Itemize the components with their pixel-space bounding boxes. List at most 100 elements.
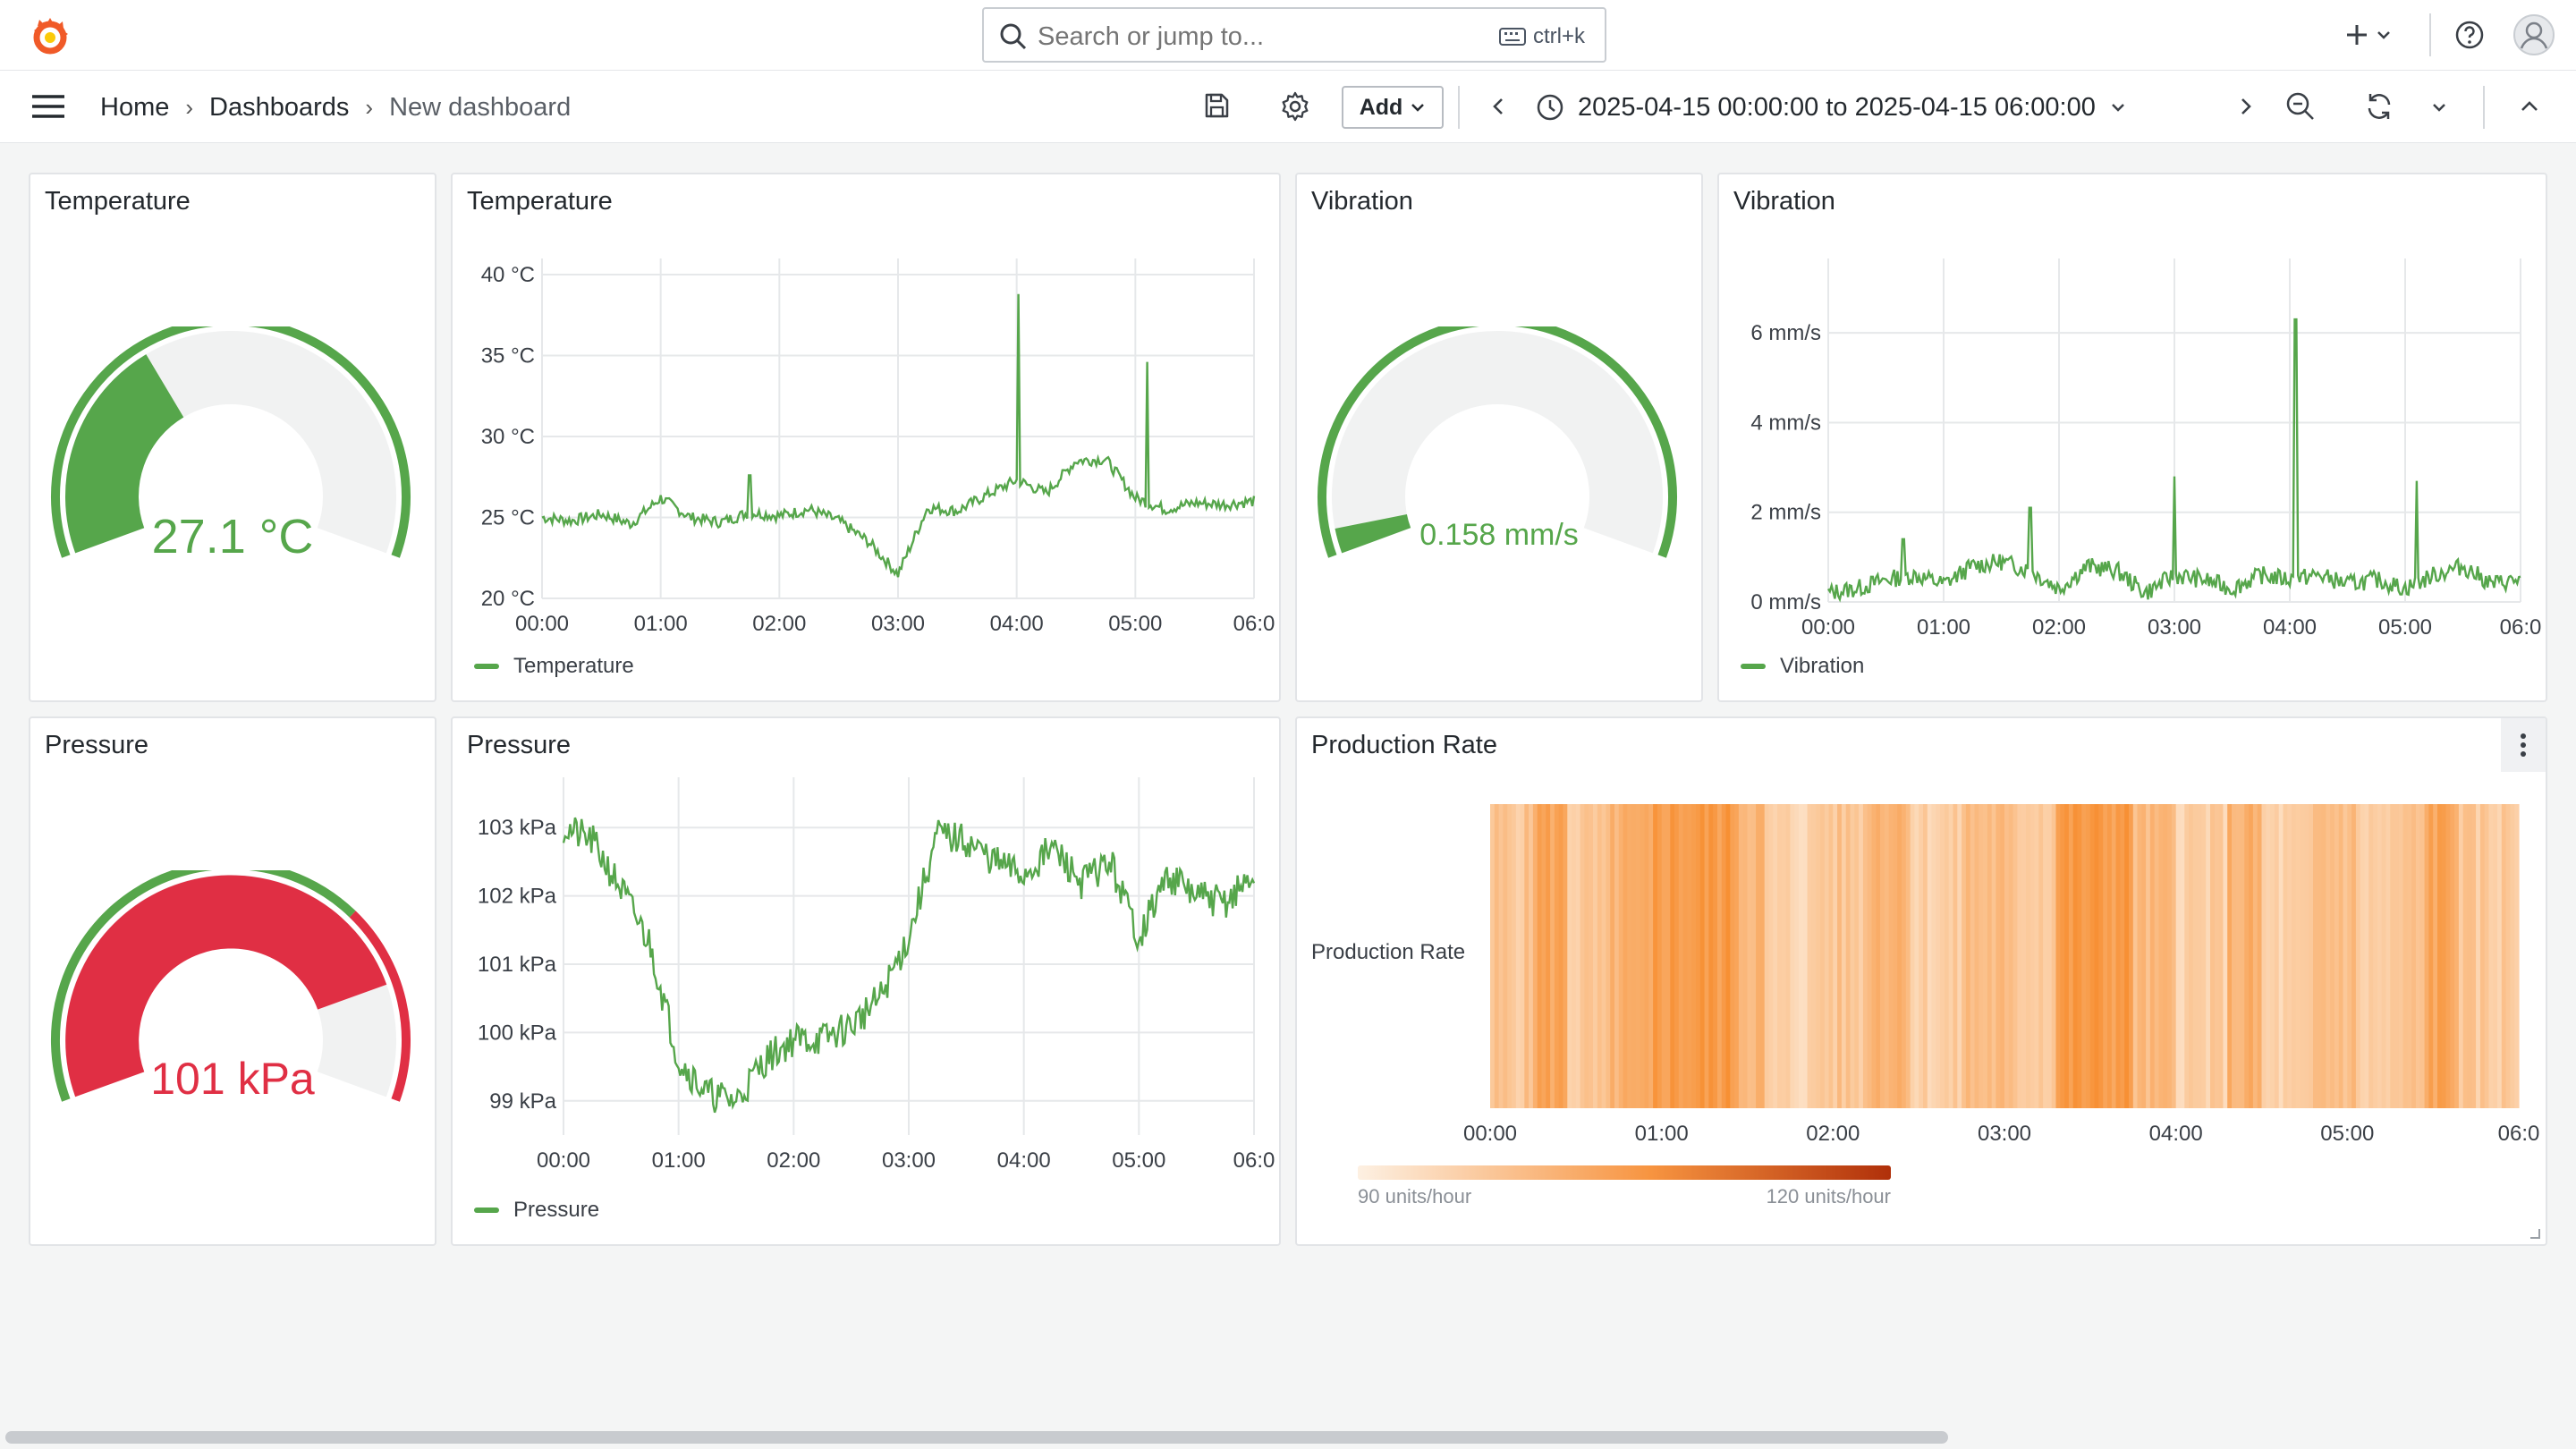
settings-gear-icon[interactable]	[1279, 90, 1311, 123]
heatmap-cell	[2051, 804, 2057, 1108]
chevron-right-icon: ›	[365, 93, 374, 121]
heatmap-cell	[2107, 804, 2113, 1108]
menu-icon[interactable]	[30, 92, 66, 121]
heatmap-cell	[2043, 804, 2048, 1108]
legend[interactable]: Pressure	[474, 1198, 599, 1223]
heatmap-cell	[1850, 804, 1855, 1108]
y-tick-label: 103 kPa	[478, 816, 557, 840]
temperature-timeseries-panel[interactable]: Temperature 20 °C 25 °C 30 °C 35 °C 40 °C 00:…	[451, 173, 1281, 702]
grafana-logo-icon[interactable]	[27, 13, 73, 59]
heatmap-cell	[1983, 804, 1988, 1108]
vibration-gauge-panel[interactable]: Vibration 0.158 mm/s	[1295, 173, 1703, 702]
heatmap-cell	[2184, 804, 2190, 1108]
heatmap-cell	[2201, 804, 2207, 1108]
keyboard-icon	[1499, 28, 1526, 46]
heatmap-cell	[2326, 804, 2331, 1108]
heatmap-cell	[1614, 804, 1620, 1108]
heatmap-cell	[1876, 804, 1881, 1108]
horizontal-scrollbar[interactable]	[5, 1431, 1948, 1444]
heatmap-cell	[2510, 804, 2515, 1108]
heatmap-cell	[1490, 804, 1496, 1108]
heatmap-cell	[2428, 804, 2434, 1108]
chevron-right-icon[interactable]	[2234, 96, 2256, 117]
heatmap-cell	[1572, 804, 1577, 1108]
color-scale-min: 90 units/hour	[1358, 1185, 1472, 1208]
heatmap-cell	[2072, 804, 2079, 1108]
heatmap-cell	[2462, 804, 2469, 1108]
vibration-timeseries-panel[interactable]: Vibration 0 mm/s 2 mm/s 4 mm/s 6 mm/s 00:00 0…	[1717, 173, 2547, 702]
heatmap-cell	[2223, 804, 2228, 1108]
panel-title: Temperature	[467, 187, 613, 216]
heatmap-cell	[1768, 804, 1774, 1108]
heatmap-cell	[2402, 804, 2408, 1108]
color-scale-max: 120 units/hour	[1766, 1185, 1891, 1208]
heatmap-cell	[2278, 804, 2284, 1108]
search-box[interactable]: ctrl+k	[982, 7, 1606, 63]
heatmap-cell	[1923, 804, 1928, 1108]
heatmap-cell	[2111, 804, 2117, 1108]
panel-menu-button[interactable]	[2501, 718, 2546, 772]
y-tick-label: 99 kPa	[489, 1089, 556, 1114]
x-tick-label: 00:00	[1463, 1122, 1517, 1146]
chevron-down-icon	[2377, 31, 2390, 39]
heatmap-cell	[1730, 804, 1735, 1108]
chevron-up-icon[interactable]	[2519, 96, 2540, 117]
heatmap-cell	[2141, 804, 2147, 1108]
legend-label: Temperature	[513, 654, 634, 678]
pressure-timeseries-panel[interactable]: Pressure 99 kPa 100 kPa 101 kPa 102 kPa 103 …	[451, 716, 1281, 1246]
heatmap-cell	[1593, 804, 1598, 1108]
pressure-chart: 99 kPa 100 kPa 101 kPa 102 kPa 103 kPa 00:00 0…	[478, 777, 1275, 1173]
pressure-gauge-panel[interactable]: Pressure 101 kPa	[29, 716, 436, 1246]
legend[interactable]: Temperature	[474, 654, 634, 679]
add-button[interactable]: Add	[1342, 86, 1444, 129]
series-line-pressure	[562, 817, 1256, 1114]
x-tick-label: 05:00	[1112, 1148, 1165, 1173]
help-icon[interactable]	[2454, 20, 2485, 50]
user-avatar-icon[interactable]	[2513, 14, 2555, 55]
y-tick-label: 0 mm/s	[1750, 590, 1821, 614]
heatmap-cell	[1653, 804, 1658, 1108]
heatmap-cell	[1867, 804, 1873, 1108]
heatmap-cell	[1824, 804, 1830, 1108]
heatmap-cell	[1905, 804, 1911, 1108]
temperature-gauge-panel[interactable]: Temperature 27.1 °C	[29, 173, 436, 702]
y-tick-label: 101 kPa	[478, 953, 557, 977]
heatmap-cell	[1747, 804, 1752, 1108]
resize-handle-icon[interactable]	[2528, 1226, 2540, 1239]
heatmap-cell	[1661, 804, 1667, 1108]
x-tick-label: 06:0	[1233, 1148, 1275, 1173]
chevron-down-icon[interactable]	[2429, 97, 2449, 117]
time-range-picker[interactable]: 2025-04-15 00:00:00 to 2025-04-15 06:00:…	[1535, 86, 2128, 129]
heatmap-cell	[2488, 804, 2494, 1108]
legend-swatch	[1741, 664, 1766, 669]
heatmap-cell	[2163, 804, 2168, 1108]
heatmap-cell	[1927, 804, 1933, 1108]
vibration-chart: 0 mm/s 2 mm/s 4 mm/s 6 mm/s 00:00 01:00 02:00 0…	[1750, 258, 2541, 640]
zoom-out-icon[interactable]	[2284, 90, 2317, 123]
breadcrumb-dashboards[interactable]: Dashboards	[209, 92, 350, 122]
search-input[interactable]	[1036, 18, 1469, 55]
save-icon[interactable]	[1201, 90, 1232, 121]
new-menu-button[interactable]	[2336, 16, 2399, 54]
heatmap-cell	[2008, 804, 2014, 1108]
chevron-left-icon[interactable]	[1488, 96, 1510, 117]
heatmap-cell	[1529, 804, 1534, 1108]
heatmap-cell	[2437, 804, 2443, 1108]
heatmap-cell	[2493, 804, 2498, 1108]
heatmap-cell	[1799, 804, 1804, 1108]
breadcrumb-home[interactable]: Home	[100, 92, 170, 122]
heatmap-cell	[1717, 804, 1723, 1108]
heatmap-cell	[1837, 804, 1843, 1108]
legend-label: Vibration	[1780, 654, 1865, 678]
gauge-threshold-arc	[51, 326, 411, 558]
refresh-icon[interactable]	[2363, 90, 2395, 123]
heatmap-cell	[1948, 804, 1954, 1108]
production-rate-panel[interactable]: Production Rate Production Rate 00:00 01:…	[1295, 716, 2547, 1246]
legend[interactable]: Vibration	[1741, 654, 1864, 679]
x-tick-label: 02:00	[2032, 615, 2086, 640]
heatmap-cell	[2497, 804, 2503, 1108]
heatmap-cell	[1970, 804, 1976, 1108]
shortcut-hint: ctrl+k	[1499, 20, 1585, 54]
heatmap-cell	[2120, 804, 2125, 1108]
chevron-down-icon	[1411, 104, 1425, 112]
